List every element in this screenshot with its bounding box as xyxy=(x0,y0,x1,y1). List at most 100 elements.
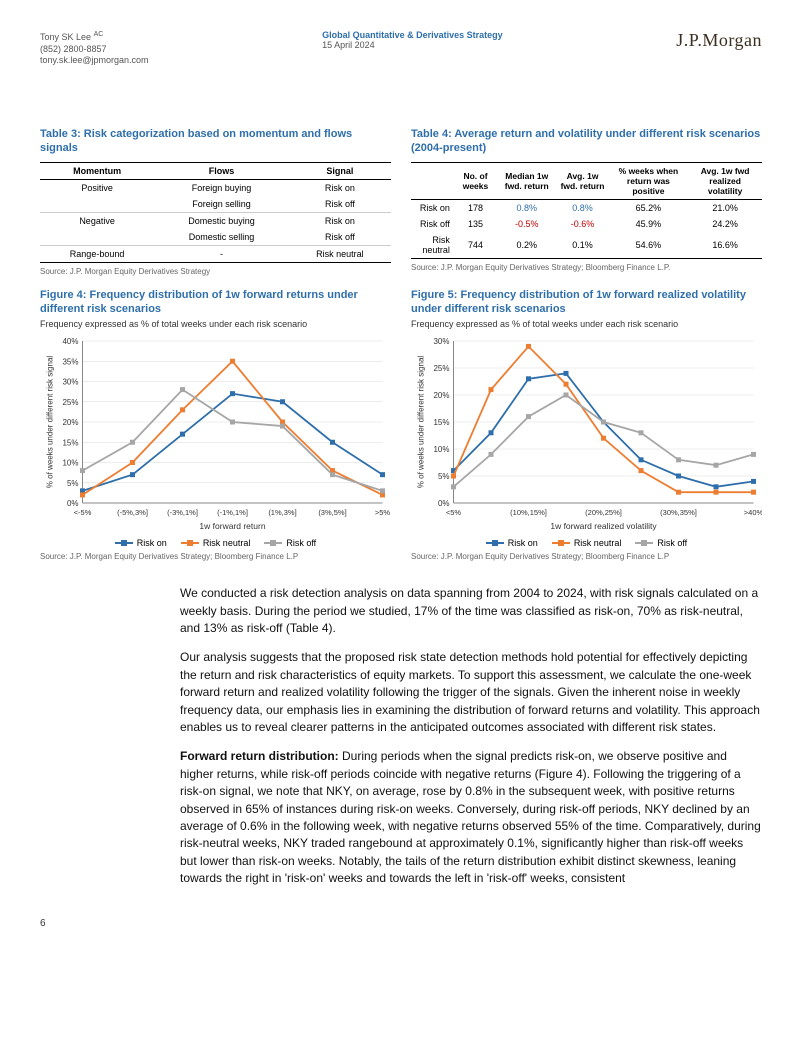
t4-h4: % weeks when return was positive xyxy=(609,162,689,199)
page-header: Tony SK Lee AC (852) 2800-8857 tony.sk.l… xyxy=(40,30,762,67)
svg-text:15%: 15% xyxy=(62,439,78,448)
svg-text:1w forward return: 1w forward return xyxy=(199,521,265,531)
t3-r0c1: Foreign buying xyxy=(154,179,289,196)
body-p1: We conducted a risk detection analysis o… xyxy=(180,585,762,637)
t4-r2-pct: 54.6% xyxy=(609,232,689,259)
figure5-source: Source: J.P. Morgan Equity Derivatives S… xyxy=(411,552,762,561)
svg-text:5%: 5% xyxy=(438,472,450,481)
t3-h2: Signal xyxy=(289,162,391,179)
t4-r2-label: Risk neutral xyxy=(411,232,454,259)
body-p3: Forward return distribution: During peri… xyxy=(180,748,762,887)
svg-text:(30%,35%]: (30%,35%] xyxy=(660,508,697,517)
t4-r1-weeks: 135 xyxy=(454,216,497,232)
svg-text:25%: 25% xyxy=(433,364,449,373)
t4-r2-avg: 0.1% xyxy=(556,232,608,259)
legend-risk-on: Risk on xyxy=(115,538,167,548)
t3-r3c2: Risk off xyxy=(289,229,391,246)
svg-text:1w forward realized volatility: 1w forward realized volatility xyxy=(550,521,657,531)
t4-r2-weeks: 744 xyxy=(454,232,497,259)
svg-text:10%: 10% xyxy=(62,459,78,468)
figures-row: Figure 4: Frequency distribution of 1w f… xyxy=(40,288,762,574)
author-phone: (852) 2800-8857 xyxy=(40,44,107,54)
svg-text:(-1%,1%]: (-1%,1%] xyxy=(217,508,248,517)
legend-risk-neutral: Risk neutral xyxy=(181,538,251,548)
figure5-legend: Risk on Risk neutral Risk off xyxy=(411,538,762,548)
header-author-block: Tony SK Lee AC (852) 2800-8857 tony.sk.l… xyxy=(40,30,149,67)
t4-r0-label: Risk on xyxy=(411,199,454,216)
t4-r1-avg: -0.6% xyxy=(556,216,608,232)
t4-r0-median: 0.8% xyxy=(497,199,556,216)
t4-h1: No. of weeks xyxy=(454,162,497,199)
svg-text:% of weeks under different ris: % of weeks under different risk signal xyxy=(417,356,426,489)
t4-h2: Median 1w fwd. return xyxy=(497,162,556,199)
t4-r0-avg: 0.8% xyxy=(556,199,608,216)
table4: No. of weeks Median 1w fwd. return Avg. … xyxy=(411,162,762,259)
pub-title: Global Quantitative & Derivatives Strate… xyxy=(322,30,503,40)
svg-text:30%: 30% xyxy=(433,337,449,346)
t3-r0c2: Risk on xyxy=(289,179,391,196)
t3-r2c2: Risk on xyxy=(289,212,391,229)
t3-r3c0 xyxy=(40,229,154,246)
page-number: 6 xyxy=(40,918,762,929)
figure5-sub: Frequency expressed as % of total weeks … xyxy=(411,319,762,329)
svg-text:35%: 35% xyxy=(62,358,78,367)
pub-date: 15 April 2024 xyxy=(322,40,503,50)
table3-title: Table 3: Risk categorization based on mo… xyxy=(40,127,391,156)
svg-text:25%: 25% xyxy=(62,398,78,407)
author-name: Tony SK Lee xyxy=(40,32,91,42)
figure5-chart: 0%5%10%15%20%25%30%<5%(10%,15%](20%,25%]… xyxy=(411,333,762,533)
tables-row: Table 3: Risk categorization based on mo… xyxy=(40,127,762,288)
table4-title: Table 4: Average return and volatility u… xyxy=(411,127,762,156)
table3: Momentum Flows Signal PositiveForeign bu… xyxy=(40,162,391,263)
t4-r0-weeks: 178 xyxy=(454,199,497,216)
svg-text:<5%: <5% xyxy=(446,508,462,517)
svg-text:0%: 0% xyxy=(438,499,450,508)
table4-wrap: Table 4: Average return and volatility u… xyxy=(411,127,762,288)
t3-r1c2: Risk off xyxy=(289,196,391,213)
t3-r0c0: Positive xyxy=(40,179,154,196)
body-p3-text: During periods when the signal predicts … xyxy=(180,749,761,885)
t4-h0 xyxy=(411,162,454,199)
t3-r3c1: Domestic selling xyxy=(154,229,289,246)
t3-r2c0: Negative xyxy=(40,212,154,229)
t4-h5: Avg. 1w fwd realized volatility xyxy=(688,162,762,199)
legend-risk-on-5: Risk on xyxy=(486,538,538,548)
t4-r0-vol: 21.0% xyxy=(688,199,762,216)
t4-r1-pct: 45.9% xyxy=(609,216,689,232)
table3-source: Source: J.P. Morgan Equity Derivatives S… xyxy=(40,267,391,276)
svg-text:20%: 20% xyxy=(62,418,78,427)
t3-r2c1: Domestic buying xyxy=(154,212,289,229)
svg-text:0%: 0% xyxy=(67,499,79,508)
table3-wrap: Table 3: Risk categorization based on mo… xyxy=(40,127,391,288)
t4-r1-median: -0.5% xyxy=(497,216,556,232)
t4-h3: Avg. 1w fwd. return xyxy=(556,162,608,199)
svg-text:(1%,3%]: (1%,3%] xyxy=(268,508,296,517)
svg-text:(20%,25%]: (20%,25%] xyxy=(585,508,622,517)
t3-r4c0: Range-bound xyxy=(40,245,154,262)
figure5-wrap: Figure 5: Frequency distribution of 1w f… xyxy=(411,288,762,574)
author-ac: AC xyxy=(94,31,104,38)
svg-text:20%: 20% xyxy=(433,391,449,400)
svg-text:(3%,5%]: (3%,5%] xyxy=(318,508,346,517)
svg-text:(-5%,3%]: (-5%,3%] xyxy=(117,508,148,517)
svg-text:40%: 40% xyxy=(62,337,78,346)
svg-text:(-3%,1%]: (-3%,1%] xyxy=(167,508,198,517)
svg-text:>5%: >5% xyxy=(375,508,391,517)
svg-text:% of weeks under different ris: % of weeks under different risk signal xyxy=(46,356,55,489)
legend-risk-neutral-5: Risk neutral xyxy=(552,538,622,548)
svg-text:30%: 30% xyxy=(62,378,78,387)
t4-r0-pct: 65.2% xyxy=(609,199,689,216)
svg-text:5%: 5% xyxy=(67,479,79,488)
figure4-legend: Risk on Risk neutral Risk off xyxy=(40,538,391,548)
svg-text:10%: 10% xyxy=(433,445,449,454)
jpmorgan-logo: J.P.Morgan xyxy=(676,30,762,51)
t3-r4c2: Risk neutral xyxy=(289,245,391,262)
t3-h1: Flows xyxy=(154,162,289,179)
figure4-sub: Frequency expressed as % of total weeks … xyxy=(40,319,391,329)
legend-risk-off: Risk off xyxy=(264,538,316,548)
table4-source: Source: J.P. Morgan Equity Derivatives S… xyxy=(411,263,762,272)
svg-text:15%: 15% xyxy=(433,418,449,427)
body-text: We conducted a risk detection analysis o… xyxy=(180,585,762,887)
author-email: tony.sk.lee@jpmorgan.com xyxy=(40,55,149,65)
t4-r1-label: Risk off xyxy=(411,216,454,232)
